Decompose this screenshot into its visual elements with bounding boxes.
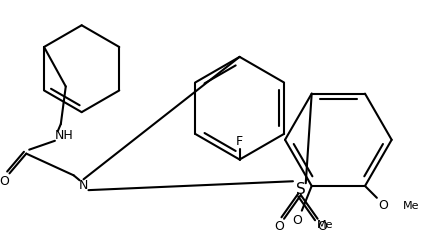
Text: O: O [0, 175, 9, 188]
Text: NH: NH [55, 129, 73, 142]
Text: S: S [296, 182, 306, 197]
Text: N: N [79, 179, 88, 192]
Text: Me: Me [403, 201, 419, 211]
Text: O: O [378, 199, 388, 212]
Text: O: O [274, 220, 284, 233]
Text: F: F [236, 135, 243, 148]
Text: O: O [318, 220, 327, 233]
Text: O: O [292, 214, 302, 227]
Text: Me: Me [317, 221, 333, 230]
